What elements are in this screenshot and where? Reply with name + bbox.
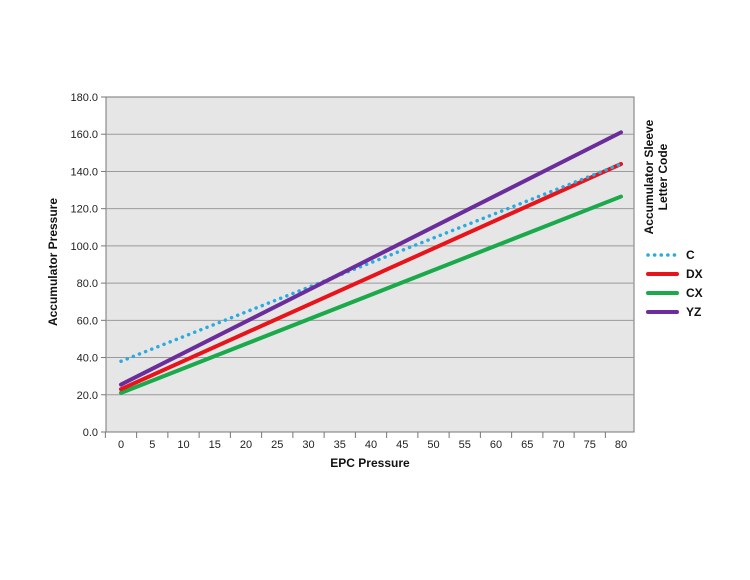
legend-label-yz: YZ xyxy=(686,305,701,319)
x-tick-label: 25 xyxy=(271,439,283,451)
legend-label-cx: CX xyxy=(686,286,703,300)
x-tick-label: 55 xyxy=(459,439,471,451)
x-tick-label: 70 xyxy=(552,439,564,451)
y-axis-title: Accumulator Pressure xyxy=(46,198,60,326)
y-tick-label: 60.0 xyxy=(77,315,98,327)
series-line-yz xyxy=(119,130,623,387)
x-tick-label: 5 xyxy=(149,439,155,451)
y-tick-label: 120.0 xyxy=(70,204,98,216)
x-tick-label: 15 xyxy=(209,439,221,451)
series-line-c xyxy=(119,162,623,364)
y-tick-label: 160.0 xyxy=(70,129,98,141)
plot-area xyxy=(105,96,635,433)
x-axis-title: EPC Pressure xyxy=(330,456,410,470)
legend: Accumulator Sleeve Letter Code C DX CX YZ xyxy=(642,119,703,319)
x-tick-label: 10 xyxy=(177,439,189,451)
x-tick-label: 75 xyxy=(584,439,596,451)
series-line-cx xyxy=(119,194,623,395)
x-tick-label: 45 xyxy=(396,439,408,451)
y-tick-label: 100.0 xyxy=(70,241,98,253)
y-tick-label: 40.0 xyxy=(77,353,98,365)
x-axis-ticks: 0 5 10 15 20 25 30 35 40 45 50 55 60 65 70 75 80 xyxy=(104,432,627,451)
legend-title-line2: Letter Code xyxy=(656,143,670,210)
y-axis-ticks: 0.0 20.0 40.0 60.0 80.0 100.0 120.0 140.0 160.0 1… xyxy=(70,92,106,439)
x-tick-label: 65 xyxy=(521,439,533,451)
plot-background xyxy=(105,96,635,433)
series-line-dx xyxy=(119,162,623,392)
x-tick-label: 80 xyxy=(615,439,627,451)
x-tick-label: 0 xyxy=(118,439,124,451)
x-tick-label: 20 xyxy=(240,439,252,451)
y-tick-label: 80.0 xyxy=(77,278,98,290)
legend-title-line1: Accumulator Sleeve xyxy=(642,119,656,234)
x-tick-label: 35 xyxy=(334,439,346,451)
x-tick-label: 60 xyxy=(490,439,502,451)
y-tick-label: 20.0 xyxy=(77,390,98,402)
y-tick-label: 140.0 xyxy=(70,166,98,178)
y-tick-label: 0.0 xyxy=(83,427,98,439)
x-tick-label: 40 xyxy=(365,439,377,451)
x-tick-label: 50 xyxy=(427,439,439,451)
y-tick-label: 180.0 xyxy=(70,92,98,104)
legend-label-dx: DX xyxy=(686,267,703,281)
series-lines xyxy=(119,130,623,395)
x-tick-label: 30 xyxy=(302,439,314,451)
legend-label-c: C xyxy=(686,248,695,262)
